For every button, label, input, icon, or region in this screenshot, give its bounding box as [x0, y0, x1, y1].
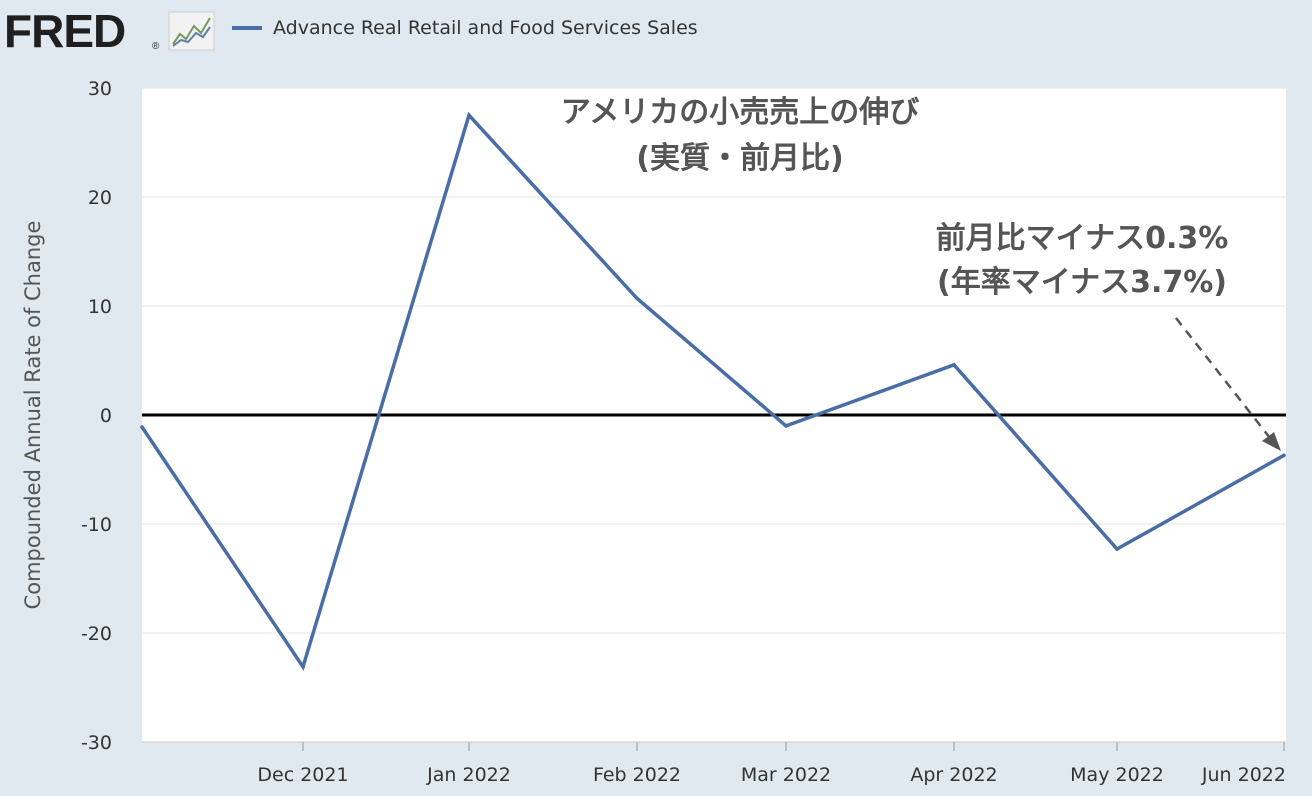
y-tick-label: -30 [81, 732, 112, 754]
chart-subtitle: (実質・前月比) [636, 141, 843, 176]
data-point[interactable] [1282, 453, 1286, 458]
fred-logo[interactable]: FRED [4, 5, 126, 57]
trend-line-icon [168, 11, 215, 51]
y-tick-label: -20 [81, 623, 112, 645]
chart-title: アメリカの小売売上の伸び [561, 95, 920, 130]
series-layer [140, 111, 1286, 671]
y-tick-label: 30 [88, 78, 112, 100]
axis-layer: 30 20 10 0 -10 -20 -30 Dec 2021 Jan 2022 Feb 2022… [81, 78, 1286, 786]
registered-mark: ® [152, 41, 160, 52]
annotation-arrow [1175, 317, 1281, 451]
x-tick-label: Dec 2021 [257, 764, 348, 786]
header: FRED ® Advance Real Retail and Food Serv… [4, 5, 698, 57]
x-tick-label: Jan 2022 [426, 764, 511, 786]
data-point[interactable] [140, 425, 144, 429]
annotation-line-2: (年率マイナス3.7%) [937, 265, 1227, 300]
data-point[interactable] [635, 296, 639, 301]
series-line[interactable] [140, 111, 1285, 671]
y-tick-label: -10 [81, 514, 112, 536]
x-tick-label: Apr 2022 [910, 764, 997, 786]
x-tick-label: Feb 2022 [593, 764, 681, 786]
y-axis-label: Compounded Annual Rate of Change [21, 221, 45, 610]
y-tick-label: 10 [88, 296, 112, 318]
x-tick-label: Jun 2022 [1201, 764, 1286, 786]
data-point[interactable] [1115, 547, 1119, 551]
y-tick-label: 20 [88, 187, 112, 209]
x-tick-label: May 2022 [1070, 764, 1164, 786]
data-point[interactable] [952, 363, 956, 367]
data-point[interactable] [784, 424, 788, 428]
x-tick-label: Mar 2022 [741, 764, 831, 786]
y-tick-label: 0 [100, 405, 112, 427]
data-point[interactable] [301, 664, 305, 669]
legend[interactable]: Advance Real Retail and Food Services Sa… [232, 17, 698, 39]
annotation-line-1: 前月比マイナス0.3% [936, 221, 1229, 256]
legend-label: Advance Real Retail and Food Services Sa… [273, 17, 698, 39]
data-point[interactable] [467, 113, 471, 118]
